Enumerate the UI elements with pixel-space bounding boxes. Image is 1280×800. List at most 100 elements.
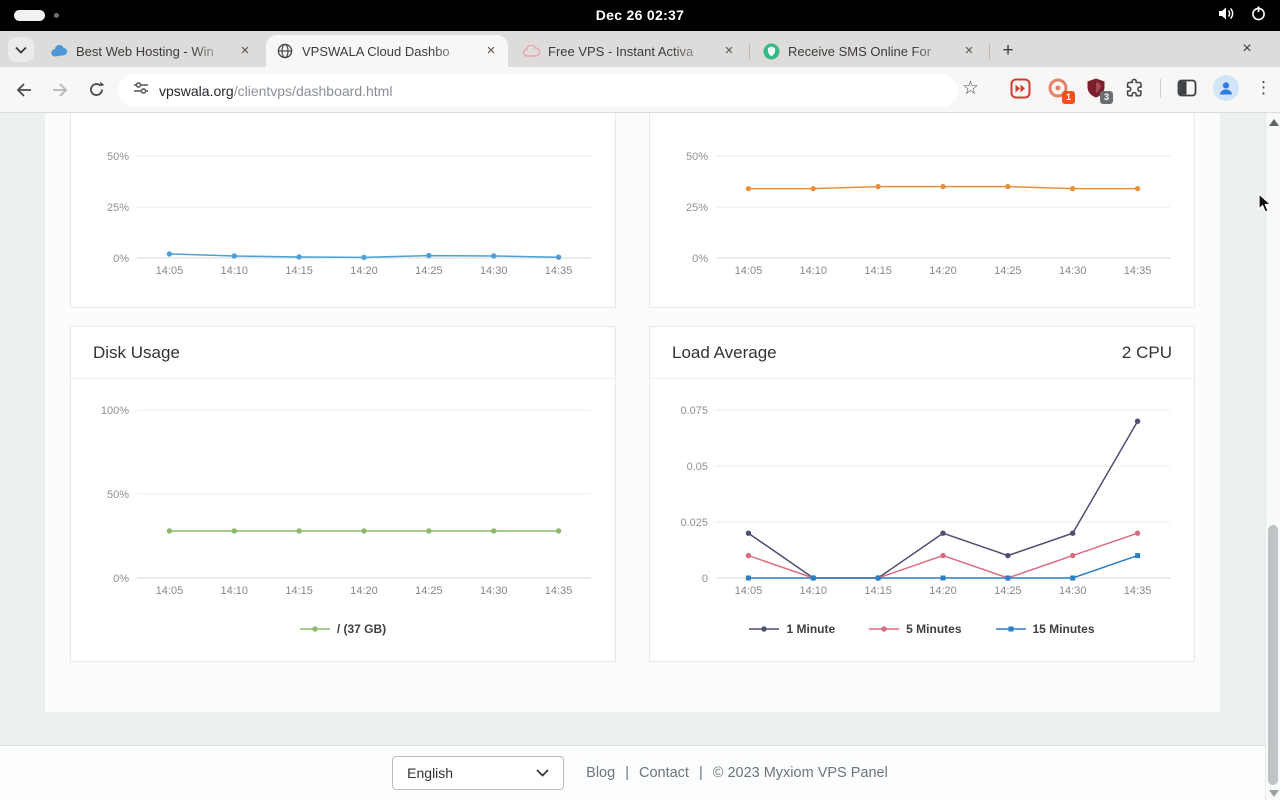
tab-separator	[989, 44, 990, 59]
svg-text:14:30: 14:30	[1059, 585, 1087, 597]
svg-text:14:10: 14:10	[800, 265, 828, 277]
cloud-pink-icon	[522, 42, 540, 60]
url-path: /clientvps/dashboard.html	[233, 82, 393, 99]
site-settings-icon[interactable]	[133, 81, 149, 100]
extension-fastforward-icon[interactable]	[1008, 76, 1032, 100]
back-button[interactable]	[10, 76, 38, 104]
globe-icon	[276, 42, 294, 60]
side-panel-icon[interactable]	[1175, 76, 1199, 100]
page-footer: English Blog | Contact | © 2023 Myxiom V…	[0, 745, 1280, 800]
svg-text:14:10: 14:10	[221, 585, 249, 597]
svg-text:14:15: 14:15	[864, 265, 892, 277]
window-close-button[interactable]: ×	[1242, 40, 1252, 57]
extension-badge: 1	[1062, 91, 1075, 104]
card-title: Disk Usage	[93, 342, 180, 362]
svg-text:14:30: 14:30	[480, 585, 508, 597]
svg-text:14:25: 14:25	[415, 265, 443, 277]
svg-text:14:10: 14:10	[221, 265, 249, 277]
svg-text:25%: 25%	[107, 202, 129, 214]
new-tab-button[interactable]: +	[1002, 40, 1014, 61]
language-value: English	[407, 765, 454, 781]
svg-text:25%: 25%	[686, 202, 708, 214]
blog-link[interactable]: Blog	[586, 765, 616, 781]
scrollbar-up-arrow[interactable]	[1269, 119, 1279, 126]
cpu-usage-chart: 0% 25% 50% 14:05 14:10 14:15 14:20 14:25 14:30 14…	[71, 113, 615, 312]
contact-link[interactable]: Contact	[638, 765, 689, 781]
reload-button[interactable]	[82, 76, 110, 104]
svg-text:14:35: 14:35	[1124, 265, 1152, 277]
tab-vpswala-dashboard[interactable]: VPSWALA Cloud Dashbo ×	[266, 35, 508, 67]
svg-text:14:30: 14:30	[1059, 265, 1087, 277]
tab-title: Best Web Hosting - Win	[76, 43, 214, 59]
chevron-down-icon	[536, 766, 549, 780]
tab-close-icon[interactable]: ×	[724, 42, 734, 59]
legend-item[interactable]: 1 Minute	[749, 622, 835, 636]
volume-icon[interactable]	[1218, 6, 1235, 26]
extension-badge: 3	[1100, 91, 1113, 104]
address-bar[interactable]: vpswala.org/clientvps/dashboard.html	[118, 74, 958, 107]
svg-text:14:15: 14:15	[285, 585, 313, 597]
system-top-bar: Dec 26 02:37	[0, 0, 1280, 31]
power-icon[interactable]	[1251, 6, 1266, 26]
legend-item[interactable]: 5 Minutes	[869, 622, 962, 636]
bookmark-star-icon[interactable]: ☆	[962, 78, 980, 99]
shield-green-icon	[762, 42, 780, 60]
disk-usage-card: Disk Usage 0% 50% 100% 14:05 14:10 14:15 14:20…	[70, 326, 616, 662]
tab-close-icon[interactable]: ×	[964, 42, 974, 59]
svg-text:0.025: 0.025	[680, 517, 708, 529]
workspace-dot-indicator[interactable]	[54, 13, 59, 18]
svg-text:14:35: 14:35	[545, 585, 573, 597]
language-select[interactable]: English	[392, 756, 565, 790]
copyright-text: © 2023 Myxiom VPS Panel	[712, 765, 888, 781]
cpu-count-label: 2 CPU	[1121, 342, 1172, 362]
tab-title: Free VPS - Instant Activa	[548, 43, 694, 59]
tab-free-vps[interactable]: Free VPS - Instant Activa ×	[512, 35, 746, 67]
forward-button[interactable]	[46, 76, 74, 104]
legend-item[interactable]: / (37 GB)	[299, 622, 386, 636]
tab-receive-sms[interactable]: Receive SMS Online For ×	[752, 35, 986, 67]
legend-item[interactable]: 15 Minutes	[995, 622, 1095, 636]
svg-text:14:05: 14:05	[735, 585, 763, 597]
memory-usage-chart: 0% 25% 50% 14:05 14:10 14:15 14:20 14:25 14:30 14…	[650, 113, 1194, 312]
scrollbar-down-arrow[interactable]	[1269, 790, 1279, 797]
footer-separator: |	[625, 765, 629, 781]
tab-title: VPSWALA Cloud Dashbo	[302, 43, 450, 59]
svg-text:14:25: 14:25	[994, 265, 1022, 277]
svg-text:14:05: 14:05	[156, 585, 184, 597]
memory-usage-chart-card: 0% 25% 50% 14:05 14:10 14:15 14:20 14:25 14:30 14…	[649, 113, 1195, 308]
svg-text:14:20: 14:20	[350, 585, 378, 597]
extension-blocker-icon[interactable]: 1	[1046, 76, 1075, 104]
extension-shield-icon[interactable]: 3	[1084, 76, 1113, 104]
svg-text:14:05: 14:05	[735, 265, 763, 277]
tab-best-web-hosting[interactable]: Best Web Hosting - Win ×	[40, 35, 262, 67]
svg-text:50%: 50%	[686, 151, 708, 163]
svg-text:50%: 50%	[107, 489, 129, 501]
svg-text:0.075: 0.075	[680, 405, 708, 417]
svg-text:100%: 100%	[101, 405, 129, 417]
browser-menu-icon[interactable]: ⋮	[1255, 78, 1272, 97]
svg-text:14:25: 14:25	[994, 585, 1022, 597]
svg-text:14:20: 14:20	[350, 265, 378, 277]
svg-text:14:15: 14:15	[285, 265, 313, 277]
scrollbar-thumb[interactable]	[1268, 525, 1278, 785]
load-average-chart: 0 0.025 0.05 0.075 14:05 14:10 14:15 14:20 14:25…	[650, 379, 1194, 609]
scrollbar[interactable]	[1265, 113, 1280, 800]
svg-text:14:10: 14:10	[800, 585, 828, 597]
load-average-legend[interactable]: 1 Minute 5 Minutes 15 Minutes	[650, 622, 1194, 636]
cpu-usage-chart-card: 0% 25% 50% 14:05 14:10 14:15 14:20 14:25 14:30 14…	[70, 113, 616, 308]
tab-close-icon[interactable]: ×	[486, 42, 496, 59]
page-content: 0% 25% 50% 14:05 14:10 14:15 14:20 14:25 14:30 14…	[0, 113, 1280, 800]
svg-text:14:05: 14:05	[156, 265, 184, 277]
svg-text:0: 0	[702, 573, 708, 585]
svg-text:0.05: 0.05	[687, 461, 708, 473]
tab-close-icon[interactable]: ×	[240, 42, 250, 59]
profile-avatar[interactable]	[1213, 75, 1239, 101]
extensions-puzzle-icon[interactable]	[1122, 76, 1146, 100]
system-clock[interactable]: Dec 26 02:37	[595, 7, 685, 23]
disk-usage-legend[interactable]: / (37 GB)	[71, 622, 615, 636]
footer-separator: |	[698, 765, 703, 781]
tab-search-button[interactable]	[8, 37, 34, 62]
cloud-blue-icon	[50, 42, 68, 60]
workspace-pill-indicator[interactable]	[14, 10, 45, 21]
card-title: Load Average	[672, 342, 777, 362]
